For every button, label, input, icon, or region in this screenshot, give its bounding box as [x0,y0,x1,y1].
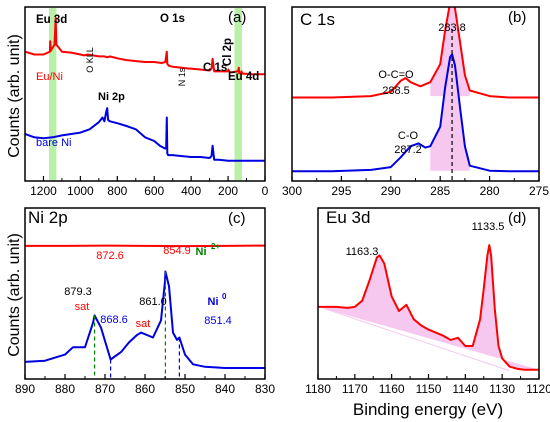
highlight-band [49,8,57,180]
x-tick-label: 1000 [67,184,94,198]
peak-value-872.6: 872.6 [96,250,124,262]
peak-label-n1s: N 1s [177,67,187,86]
peak-label-cl2p: Cl 2p [222,38,234,66]
series-label-euni: Eu/Ni [36,71,63,83]
series-line-red [318,244,539,371]
plot-area [25,16,265,162]
x-tick-label: 1200 [30,184,57,198]
panel-title: Ni 2p [28,208,68,227]
plot-frame [317,207,540,380]
x-tick-label: 200 [218,184,238,198]
peak-fill [430,54,470,171]
x-tick-label: 1120 [526,382,550,396]
series-line-eu-ni [25,16,265,76]
species-label-ni0: Ni [208,296,219,308]
x-tick-label: 1170 [342,382,368,396]
peak-value-868.6: 868.6 [100,314,128,326]
peak-value-288.5: 288.5 [382,85,410,97]
panel-a: 1200 1000 800 600 400 200 0 (a) Eu 3d O KLL O 1s N … [24,6,269,198]
x-tick-label: 400 [181,184,201,198]
panel-d: 1180 1170 1160 1150 1140 1130 1120 Eu 3d (d) 1163… [305,207,550,396]
x-tick-label: 1160 [379,382,405,396]
peak-value-287.2: 287.2 [394,144,422,156]
series-line-blue [292,53,539,173]
x-tick-label: 275 [529,184,549,198]
plot-frame [24,6,266,182]
x-tick-label: 1140 [452,382,478,396]
x-tick-label: 1150 [416,382,442,396]
plot-area [318,244,539,371]
x-tick-label: 850 [175,382,195,396]
series-line-red [292,7,539,99]
highlight-band [234,8,242,180]
peak-fill [430,7,470,97]
series-line-bare-ni [25,107,265,162]
sat-label-2: sat [136,318,151,330]
peak-fill [318,245,539,370]
peak-value-1133.5: 1133.5 [472,221,505,233]
x-tick-label: 840 [215,382,235,396]
peak-label-okll: O KLL [85,47,95,73]
x-tick-label: 600 [144,184,164,198]
peak-value-1163.3: 1163.3 [346,246,379,258]
series-line-blue [25,270,265,369]
panel-tag: (d) [508,210,526,227]
peak-value-879.3: 879.3 [64,286,92,298]
panel-tag: (a) [228,9,246,26]
x-tick-label: 295 [331,184,351,198]
x-tick-label: 285 [430,184,450,198]
peak-label-o1s: O 1s [160,13,185,25]
plot-area [25,244,265,369]
panel-c: 890 880 870 860 850 840 830 Ni 2p (c) 854.9 Ni 2+ 87… [15,207,275,396]
peak-label-c1s: C 1s [203,62,227,74]
sat-label-1: sat [75,301,90,313]
plot-frame [24,207,266,380]
panel-tag: (c) [228,210,246,227]
peak-value-851.4: 851.4 [204,315,232,327]
x-tick-label: 880 [55,382,75,396]
x-tick-label: 870 [95,382,115,396]
panel-title: C 1s [300,10,335,29]
peak-name-co: C-O [398,130,419,142]
x-tick-label: 800 [107,184,127,198]
y-axis-label: Counts (arb. unit) [6,34,23,158]
x-tick-label: 1180 [305,382,331,396]
panel-tag: (b) [508,9,526,26]
peak-name-ocoo: O-C=O [378,69,414,81]
x-tick-label: 280 [480,184,500,198]
panel-title: Eu 3d [326,208,370,227]
x-tick-label: 0 [262,184,269,198]
background-line [325,308,510,372]
peak-value-283.8: 283.8 [438,22,466,34]
x-tick-label: 290 [381,184,401,198]
x-tick-label: 830 [255,382,275,396]
series-line-red [25,244,265,248]
peak-value-854.9: 854.9 [163,245,191,257]
x-axis-label: Binding energy (eV) [353,400,503,419]
plot-area [292,7,539,173]
peak-label-eu3d: Eu 3d [36,14,67,26]
species-label-ni2plus-sup: 2+ [211,242,220,251]
species-label-ni2plus: Ni [196,246,207,258]
peak-value-861.0: 861.0 [139,296,167,308]
peak-label-eu4d: Eu 4d [228,71,259,83]
x-tick-label: 1130 [489,382,515,396]
x-tick-label: 300 [282,184,302,198]
peak-label-ni2p: Ni 2p [98,91,125,103]
panel-b: 300 295 290 285 280 275 C 1s (b) 283.8 O-C=O 288.5… [282,6,549,198]
x-tick-label: 860 [135,382,155,396]
species-label-ni0-sup: 0 [222,292,227,301]
series-label-bareni: bare Ni [36,137,71,149]
y-axis-label: Counts (arb. unit) [6,233,23,357]
x-tick-label: 890 [15,382,35,396]
